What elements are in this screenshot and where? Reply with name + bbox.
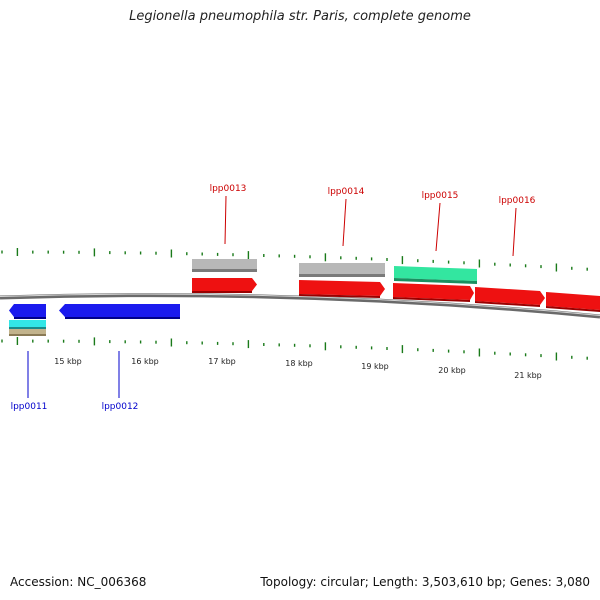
forward-cds-lpp0016[interactable] <box>475 287 545 305</box>
scale-label-15-kbp: 15 kbp <box>54 357 82 366</box>
leader-line-lpp0014 <box>342 198 347 247</box>
scale-label-20-kbp: 20 kbp <box>438 366 466 375</box>
genome-stats-label: Topology: circular; Length: 3,503,610 bp… <box>260 575 590 589</box>
forward-cds-lpp0013[interactable] <box>192 278 257 291</box>
forward-cds-lpp0016-shadow <box>475 301 540 307</box>
gray-feature-a[interactable] <box>192 259 257 269</box>
accession-label: Accession: NC_006368 <box>10 575 147 589</box>
gene-label-lpp0014[interactable]: lpp0014 <box>328 187 365 197</box>
gray-feature-b[interactable] <box>299 263 385 274</box>
scale-label-16-kbp: 16 kbp <box>131 357 159 366</box>
forward-cds-lpp0013-shadow <box>192 291 252 293</box>
green-feature[interactable] <box>394 266 477 281</box>
tan-feature[interactable] <box>9 329 46 334</box>
gene-label-lpp0012[interactable]: lpp0012 <box>102 402 139 412</box>
gene-label-lpp0016[interactable]: lpp0016 <box>499 196 536 206</box>
leader-line-lpp0013 <box>224 195 227 245</box>
scale-label-18-kbp: 18 kbp <box>285 359 313 368</box>
gene-label-lpp0013[interactable]: lpp0013 <box>210 184 247 194</box>
leader-line-lpp0016 <box>512 207 517 257</box>
forward-cds-lpp0015[interactable] <box>393 283 474 300</box>
tan-feature-shadow <box>9 334 46 336</box>
forward-cds-lpp0014[interactable] <box>299 280 385 296</box>
scale-label-19-kbp: 19 kbp <box>361 362 389 371</box>
reverse-cds-lpp0012[interactable] <box>59 304 180 317</box>
scale-label-17-kbp: 17 kbp <box>208 357 236 366</box>
forward-cds-lpp0014-shadow <box>299 294 380 298</box>
gene-label-lpp0011[interactable]: lpp0011 <box>11 402 48 412</box>
inner-tick-row <box>1 337 588 361</box>
forward-cds-lpp0015-shadow <box>393 297 470 302</box>
cyan-feature[interactable] <box>9 320 46 327</box>
gene-label-lpp0015[interactable]: lpp0015 <box>422 191 459 201</box>
green-feature-shadow <box>394 278 477 284</box>
genome-backbone-highlight <box>0 293 600 316</box>
map-title: Legionella pneumophila str. Paris, compl… <box>129 9 471 24</box>
cyan-feature-shadow <box>9 327 46 329</box>
gray-feature-b-shadow <box>299 274 385 277</box>
reverse-cds-lpp0012-shadow <box>65 317 180 319</box>
gray-feature-a-shadow <box>192 269 257 272</box>
forward-cds-lpp0017[interactable] <box>546 292 600 310</box>
reverse-cds-lpp0011-shadow <box>14 317 46 319</box>
genome-backbone <box>0 293 600 319</box>
forward-cds-lpp0017-shadow <box>546 306 600 312</box>
scale-label-21-kbp: 21 kbp <box>514 371 542 380</box>
leader-line-lpp0015 <box>435 202 441 252</box>
reverse-cds-lpp0011[interactable] <box>9 304 46 317</box>
outer-tick-row <box>1 248 588 272</box>
